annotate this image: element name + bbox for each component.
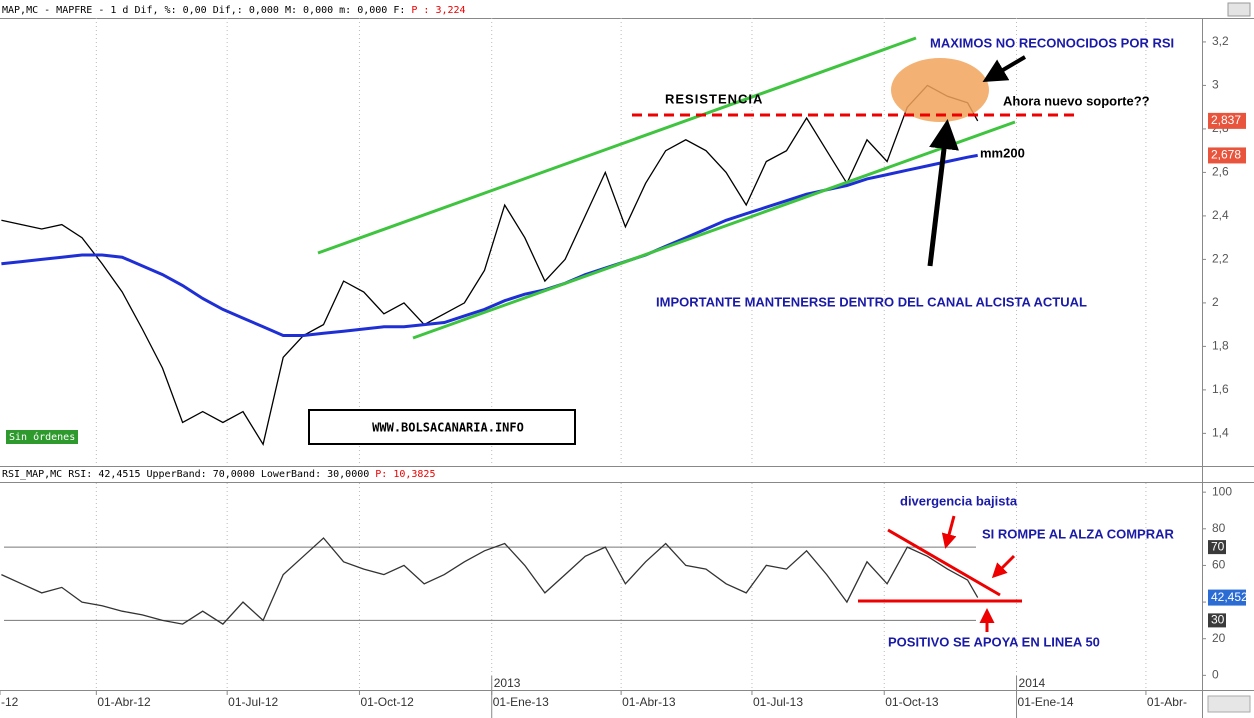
value-label-box: [1208, 589, 1246, 606]
x-tick-label: 01-Oct-12: [360, 695, 414, 709]
plot: 3,232,82,62,42,221,81,61,42,8372,6781008…: [0, 18, 1248, 718]
band-label-box: [1208, 540, 1226, 555]
x-tick-label: 01-Oct-13: [885, 695, 939, 709]
annotation: POSITIVO SE APOYA EN LINEA 50: [888, 634, 1100, 649]
y-tick-label: 3,2: [1212, 34, 1229, 48]
series-line: [1, 84, 979, 446]
x-tick-label: 01-Ene-13: [493, 695, 549, 709]
x-tick-label: 01-Jul-12: [228, 695, 278, 709]
y-tick-label: 20: [1212, 631, 1226, 645]
y-tick-label: 60: [1212, 558, 1226, 572]
annotation: SI ROMPE AL ALZA COMPRAR: [982, 526, 1174, 541]
watermark: WWW.BOLSACANARIA.INFO: [372, 421, 524, 435]
y-tick-label: 1,8: [1212, 339, 1229, 353]
year-tick-label: 2014: [1019, 676, 1046, 690]
y-tick-label: 3: [1212, 78, 1219, 92]
price-header-value: P : 3,224: [411, 5, 465, 16]
x-tick-label: 01-Jul-13: [753, 695, 803, 709]
status: Sin órdenes: [9, 431, 75, 443]
toolbar[interactable]: [1207, 695, 1251, 713]
watermark-box: [308, 409, 576, 445]
value-label: 2,678: [1211, 148, 1241, 162]
y-tick-label: 1,6: [1212, 382, 1229, 396]
rsi-trendline: [887, 528, 1001, 597]
x-tick-label: 01-Abr-13: [622, 695, 676, 709]
band-label: 70: [1211, 539, 1225, 553]
annotation: RESISTENCIA: [665, 91, 763, 106]
y-tick-label: 80: [1212, 521, 1226, 535]
year-tick-label: 2013: [494, 676, 521, 690]
price-header: MAP,MC - MAPFRE - 1 d Dif, %: 0,00 Dif,:…: [2, 5, 405, 16]
band-label-box: [1208, 613, 1226, 628]
highlight-ellipse: [891, 58, 989, 122]
arrow: [927, 119, 959, 267]
y-tick-label: 100: [1212, 484, 1232, 498]
y-tick-label: 2,4: [1212, 208, 1229, 222]
series-line: [1, 537, 979, 625]
value-label-box: [1208, 112, 1246, 129]
annotation: divergencia bajista: [900, 493, 1018, 508]
y-tick-label: 2: [1212, 295, 1219, 309]
panel-frames: [0, 18, 1254, 718]
y-tick-label: 2,6: [1212, 165, 1229, 179]
channel-lower: [412, 120, 1016, 340]
y-tick-label: 0: [1212, 668, 1219, 682]
scroll-button[interactable]: [1227, 2, 1251, 17]
channel-upper: [317, 36, 917, 255]
x-tick-label: 01-Abr-: [1147, 695, 1187, 709]
y-tick-label: 1,4: [1212, 426, 1229, 440]
x-tick-label: 01-Abr-12: [97, 695, 151, 709]
rsi-header: RSI_MAP,MC RSI: 42,4515 UpperBand: 70,00…: [2, 469, 369, 480]
value-label: 2,837: [1211, 113, 1241, 127]
y-tick-label: 2,2: [1212, 252, 1229, 266]
x-tick-label: 01-Ene-14: [1018, 695, 1074, 709]
rsi-header-value: P: 10,3825: [375, 469, 435, 480]
annotation: mm200: [980, 145, 1025, 160]
status-box: [6, 430, 78, 444]
arrow: [982, 55, 1027, 83]
annotation: Ahora nuevo soporte??: [1003, 93, 1150, 108]
annotation: MAXIMOS NO RECONOCIDOS POR RSI: [930, 35, 1174, 50]
band-label: 30: [1211, 613, 1225, 627]
x-tick-label: -12: [1, 695, 19, 709]
arrow: [941, 515, 957, 549]
value-label-box: [1208, 147, 1246, 164]
arrow: [991, 554, 1016, 579]
annotation: IMPORTANTE MANTENERSE DENTRO DEL CANAL A…: [656, 294, 1087, 309]
value-label: 42,452: [1211, 590, 1248, 604]
